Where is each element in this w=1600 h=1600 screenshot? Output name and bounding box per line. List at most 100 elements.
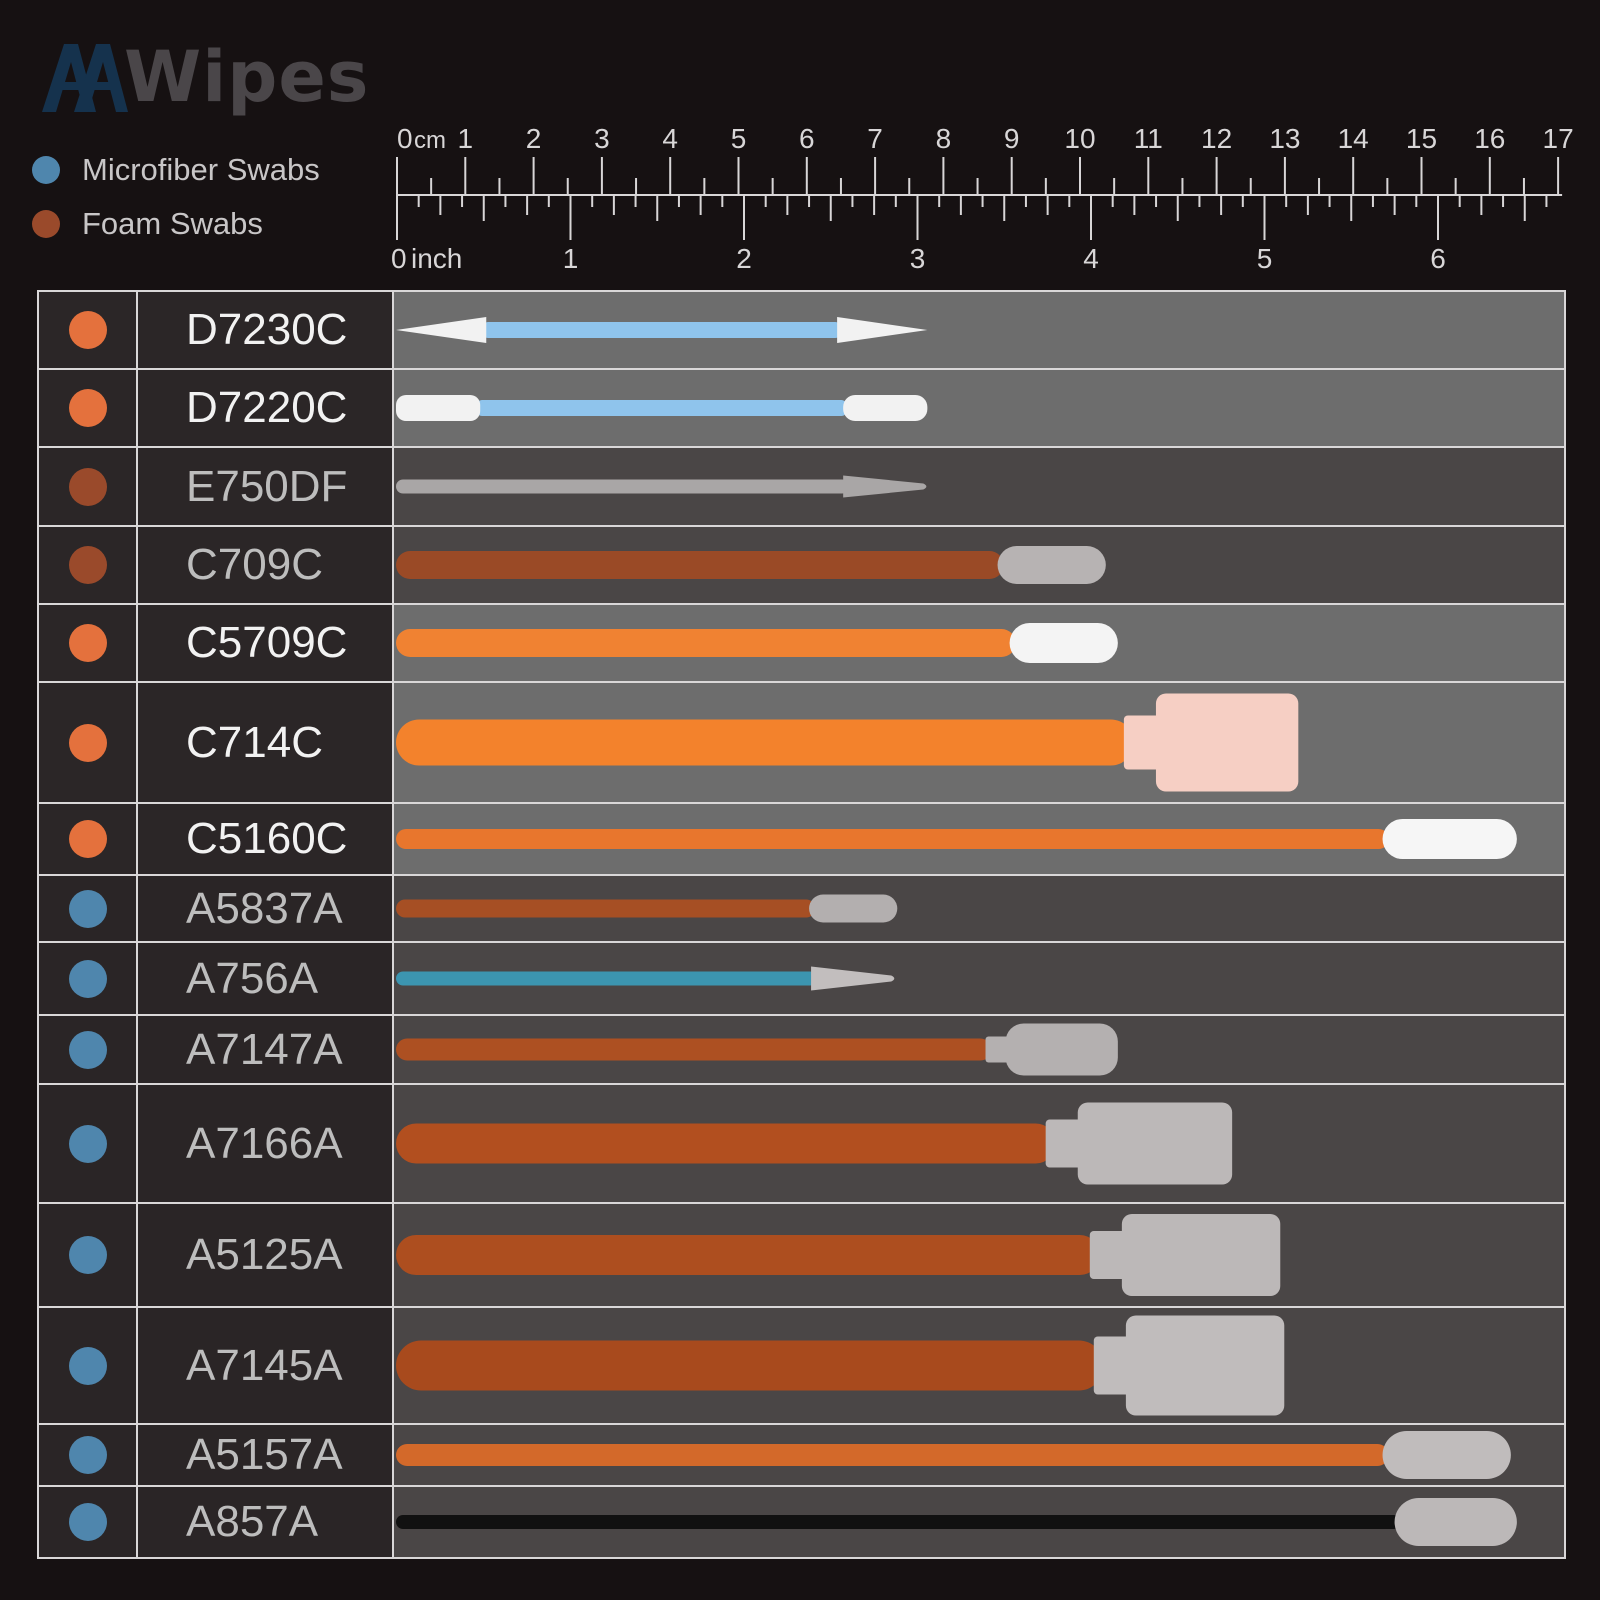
table-row: A5125A <box>39 1204 1566 1308</box>
swab-illustration <box>396 1023 1118 1076</box>
product-code: E750DF <box>138 448 394 525</box>
cm-tick-label: 6 <box>799 123 815 154</box>
type-cell <box>39 370 138 446</box>
swab-image-cell <box>394 292 1566 368</box>
swab-tip <box>396 395 481 421</box>
swab-handle <box>396 829 1389 849</box>
swab-illustration <box>396 693 1299 792</box>
foam-dot-icon <box>68 820 107 858</box>
swab-image-cell <box>394 370 1566 446</box>
swab-handle <box>396 1515 1401 1529</box>
microfiber-dot-icon <box>68 889 107 928</box>
swab-image-cell <box>394 448 1566 525</box>
swab-handle <box>396 1123 1056 1164</box>
swab-illustration <box>396 819 1517 859</box>
product-code: C5709C <box>138 605 394 681</box>
swab-illustration <box>396 1102 1233 1185</box>
swab-image-cell <box>394 1425 1566 1485</box>
product-code: C5160C <box>138 804 394 874</box>
swab-tip <box>809 894 898 923</box>
cm-tick-label: 1 <box>458 123 474 154</box>
foam-dot-icon <box>68 546 107 584</box>
swab-illustration <box>396 894 898 923</box>
inch-tick-label: 0 <box>391 243 407 274</box>
product-code: A7147A <box>138 1016 394 1083</box>
table-row: A5157A <box>39 1425 1566 1487</box>
swab-illustration <box>396 317 928 343</box>
swab-image-cell <box>394 804 1566 874</box>
cm-tick-label: 8 <box>936 123 952 154</box>
legend: Microfiber Swabs Foam Swabs <box>32 143 320 251</box>
foam-dot-icon <box>68 389 107 427</box>
swab-illustration <box>396 475 927 498</box>
table-row: A7147A <box>39 1016 1566 1085</box>
brand-logo: Wipes <box>38 34 369 114</box>
swab-illustration <box>396 1431 1511 1479</box>
product-code: A7166A <box>138 1085 394 1202</box>
swab-tip <box>1125 1315 1285 1416</box>
inch-tick-label: 5 <box>1257 243 1273 274</box>
inch-tick-label: 4 <box>1083 243 1099 274</box>
swab-handle <box>396 551 1004 579</box>
swab-tip <box>843 475 927 498</box>
cm-tick-label: 13 <box>1269 123 1300 154</box>
swab-handle <box>482 322 842 338</box>
table-row: D7230C <box>39 292 1566 370</box>
inch-tick-label: 6 <box>1430 243 1446 274</box>
foam-dot-icon <box>32 210 60 238</box>
swab-handle <box>396 1444 1389 1466</box>
inch-tick-label: 2 <box>736 243 752 274</box>
type-cell <box>39 876 138 941</box>
legend-item-foam: Foam Swabs <box>32 197 320 251</box>
swab-tip <box>1382 1431 1511 1479</box>
swab-image-cell <box>394 1085 1566 1202</box>
cm-tick-label: 10 <box>1064 123 1095 154</box>
type-cell <box>39 683 138 802</box>
swab-handle <box>476 400 848 416</box>
type-cell <box>39 605 138 681</box>
type-cell <box>39 527 138 603</box>
swab-handle <box>396 1038 992 1061</box>
product-code: C714C <box>138 683 394 802</box>
product-code: D7220C <box>138 370 394 446</box>
swab-handle <box>396 479 850 494</box>
foam-dot-icon <box>68 723 107 762</box>
swab-handle <box>396 629 1016 657</box>
swab-handle <box>396 1235 1100 1275</box>
swab-image-cell <box>394 527 1566 603</box>
swab-tip <box>1121 1214 1281 1296</box>
cm-tick-label: 14 <box>1338 123 1369 154</box>
type-cell <box>39 1425 138 1485</box>
swab-image-cell <box>394 943 1566 1014</box>
legend-label: Microfiber Swabs <box>82 152 320 187</box>
cm-tick-label: 2 <box>526 123 542 154</box>
cm-tick-label: 16 <box>1474 123 1505 154</box>
table-row: A756A <box>39 943 1566 1016</box>
inch-tick-label: 3 <box>910 243 926 274</box>
cm-tick-label: 5 <box>731 123 747 154</box>
table-row: A857A <box>39 1487 1566 1559</box>
product-code: A5157A <box>138 1425 394 1485</box>
swab-illustration <box>396 1214 1281 1296</box>
swab-image-cell <box>394 683 1566 802</box>
cm-tick-label: 0 <box>397 123 413 154</box>
table-row: E750DF <box>39 448 1566 527</box>
type-cell <box>39 943 138 1014</box>
type-cell <box>39 804 138 874</box>
swab-tip-neck <box>985 1036 1012 1063</box>
swab-illustration <box>396 395 928 421</box>
swab-illustration <box>396 546 1106 584</box>
table-row: D7220C <box>39 370 1566 448</box>
microfiber-dot-icon <box>32 156 60 184</box>
swab-image-cell <box>394 605 1566 681</box>
inch-unit-label: inch <box>411 243 462 274</box>
swab-tip <box>1382 819 1517 859</box>
swab-tip <box>837 317 928 343</box>
microfiber-dot-icon <box>68 1124 107 1163</box>
swab-illustration <box>396 623 1118 663</box>
type-cell <box>39 1204 138 1306</box>
swab-illustration <box>396 966 895 991</box>
swab-handle <box>396 719 1134 766</box>
cm-tick-label: 7 <box>867 123 883 154</box>
swab-tip <box>396 317 487 343</box>
